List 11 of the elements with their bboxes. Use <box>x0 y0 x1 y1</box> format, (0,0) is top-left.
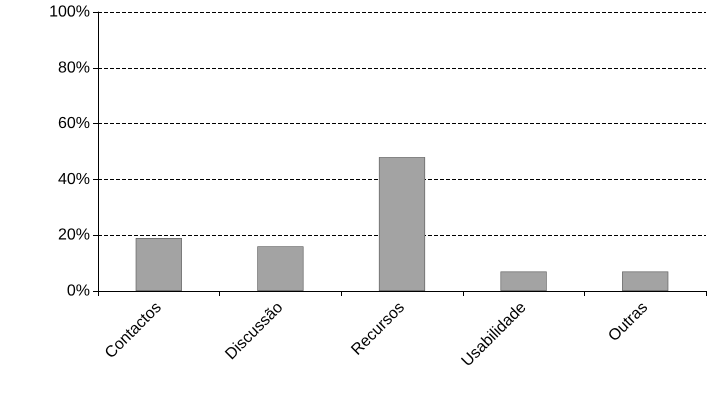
bar <box>136 238 182 291</box>
bar <box>378 157 426 291</box>
bar <box>500 271 547 291</box>
bar <box>622 271 668 291</box>
y-tick-label: 60% <box>58 115 90 132</box>
y-tick-label: 80% <box>58 59 90 76</box>
y-tick-label: 20% <box>58 226 90 244</box>
y-tick-label: 40% <box>58 170 90 188</box>
y-tick-label: 0% <box>66 282 90 300</box>
y-tick-label: 100% <box>49 4 90 20</box>
bar <box>257 246 304 291</box>
